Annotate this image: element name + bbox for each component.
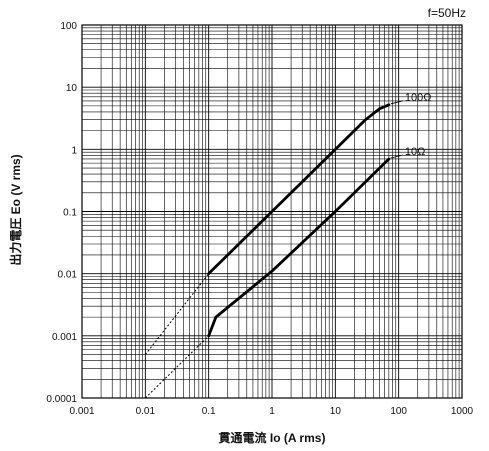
x-axis-label: 貫通電流 Io (A rms) [219, 430, 326, 445]
y-tick-label: 1 [71, 145, 77, 156]
series-10-line [207, 157, 391, 338]
x-tick-label: 0.001 [69, 406, 94, 417]
series-100-dashed-line [144, 273, 210, 355]
series-10-leader-line [390, 154, 403, 159]
x-tick-label: 0.1 [202, 406, 216, 417]
series-labels: 100Ω 10Ω [390, 92, 432, 159]
series-10-label: 10Ω [405, 146, 425, 158]
y-tick-label: 0.1 [63, 208, 77, 219]
x-tick-label: 10 [330, 406, 342, 417]
x-tick-label: 1 [269, 406, 275, 417]
y-tick-label: 10 [66, 83, 78, 94]
series-100-line [207, 103, 391, 276]
x-tick-label: 100 [390, 406, 407, 417]
x-tick-label: 0.01 [136, 406, 156, 417]
plot-frame [81, 24, 463, 399]
frequency-annotation: f=50Hz [428, 6, 466, 20]
x-tick-labels: 0.001 0.01 0.1 1 10 100 1000 [69, 406, 473, 417]
y-tick-label: 0.0001 [46, 394, 77, 405]
series-10-dashed-line [144, 335, 210, 399]
y-tick-labels: 0.0001 0.001 0.01 0.1 1 10 100 [46, 21, 77, 405]
y-tick-label: 0.001 [52, 332, 77, 343]
series-100-label: 100Ω [405, 92, 432, 104]
series-layer [144, 103, 391, 399]
y-tick-label: 100 [60, 21, 77, 32]
series-100-leader-line [390, 100, 403, 105]
grid [81, 25, 462, 399]
y-axis-label: 出力電圧 Eo (V rms) [8, 154, 23, 265]
x-tick-label: 1000 [451, 406, 474, 417]
y-tick-label: 0.01 [58, 270, 78, 281]
